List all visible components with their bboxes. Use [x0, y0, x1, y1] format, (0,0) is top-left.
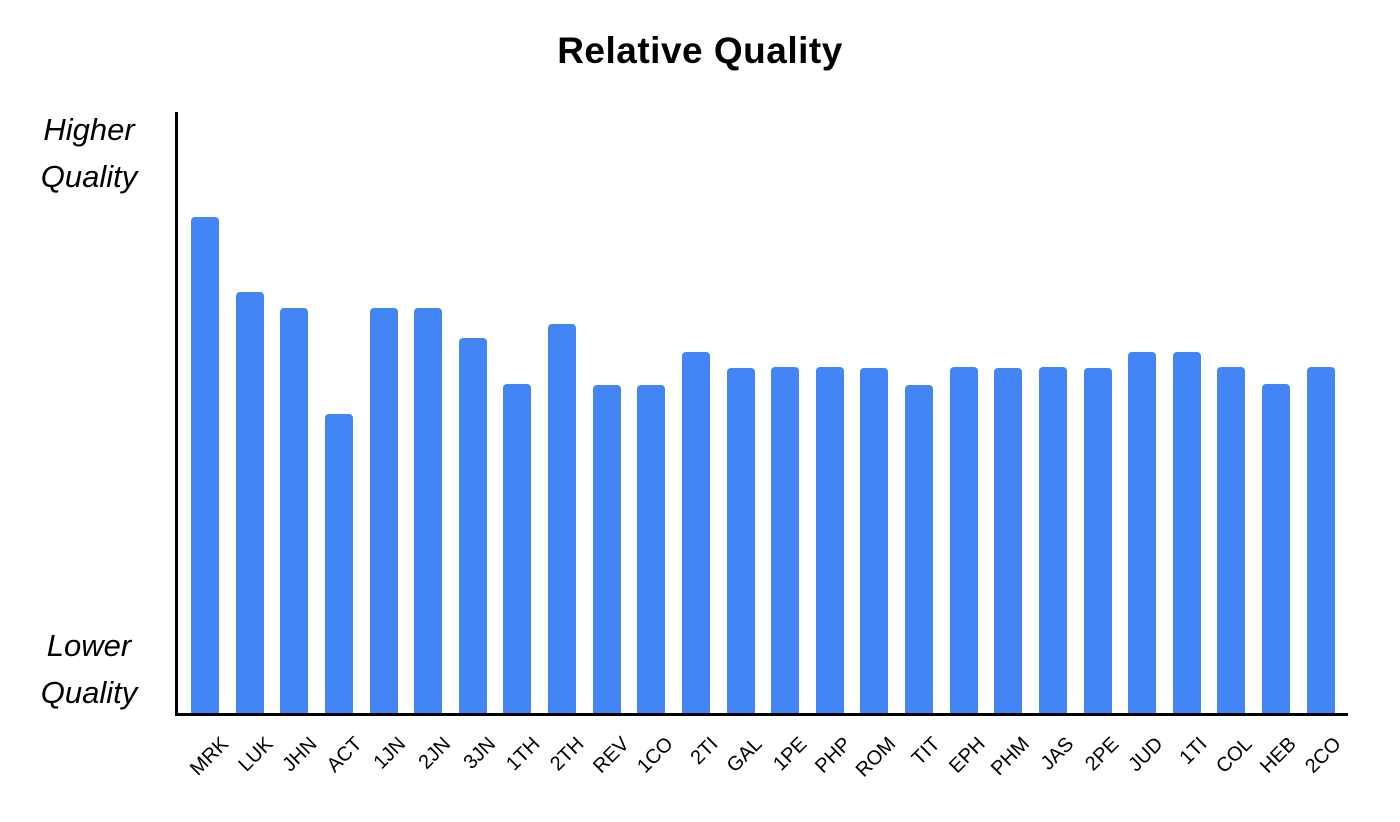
- x-tick-cell-php: PHP: [811, 719, 856, 819]
- x-tick-label-2co: 2CO: [1300, 733, 1346, 778]
- x-tick-cell-jud: JUD: [1124, 719, 1167, 819]
- x-tick-cell-tit: TIT: [903, 719, 945, 819]
- x-tick-label-rev: REV: [588, 733, 634, 778]
- bar-2jn: [414, 307, 443, 713]
- bar-jas: [1038, 366, 1067, 713]
- bar-heb: [1262, 383, 1290, 713]
- x-tick-label-gal: GAL: [722, 733, 767, 777]
- x-tick-label-2ti: 2TI: [686, 733, 723, 769]
- x-tick-cell-eph: EPH: [945, 719, 990, 819]
- bar-luk: [235, 292, 264, 713]
- bar-rom: [860, 368, 889, 713]
- x-tick-cell-1th: 1TH: [502, 719, 544, 819]
- x-tick-label-col: COL: [1211, 733, 1257, 778]
- x-tick-cell-2ti: 2TI: [681, 719, 722, 819]
- bar-tit: [905, 384, 933, 713]
- y-axis-higher-quality-label: Higher Quality: [10, 106, 168, 200]
- x-tick-cell-mrk: MRK: [186, 719, 233, 819]
- x-tick-cell-jas: JAS: [1037, 719, 1078, 819]
- x-tick-cell-1jn: 1JN: [369, 719, 411, 819]
- x-tick-label-jud: JUD: [1124, 733, 1168, 777]
- x-tick-cell-heb: HEB: [1256, 719, 1301, 819]
- bar-1pe: [771, 366, 800, 713]
- x-tick-label-tit: TIT: [908, 733, 945, 770]
- x-tick-cell-1pe: 1PE: [769, 719, 811, 819]
- x-tick-label-3jn: 3JN: [458, 733, 500, 774]
- bar-2th: [548, 324, 576, 713]
- bar-2ti: [681, 351, 710, 713]
- x-tick-cell-2pe: 2PE: [1081, 719, 1123, 819]
- x-tick-label-2pe: 2PE: [1080, 733, 1123, 776]
- x-tick-cell-act: ACT: [322, 719, 366, 819]
- bar-phm: [994, 368, 1023, 713]
- x-tick-label-1th: 1TH: [501, 733, 545, 776]
- y-axis-higher-label-line1: Higher: [43, 112, 135, 147]
- bars: [178, 112, 1348, 713]
- bar-2co: [1306, 366, 1335, 713]
- x-tick-cell-1co: 1CO: [633, 719, 678, 819]
- bar-3jn: [458, 337, 487, 713]
- y-axis-lower-label-line1: Lower: [46, 628, 132, 663]
- x-tick-cell-luk: LUK: [234, 719, 277, 819]
- plot-area: [175, 112, 1348, 716]
- bar-eph: [949, 366, 978, 713]
- bar-rev: [592, 384, 621, 713]
- x-tick-label-heb: HEB: [1256, 733, 1301, 778]
- x-tick-label-jas: JAS: [1036, 733, 1079, 775]
- bar-act: [324, 413, 353, 713]
- x-tick-cell-2th: 2TH: [546, 719, 588, 819]
- x-tick-label-eph: EPH: [944, 733, 990, 778]
- x-tick-cell-gal: GAL: [723, 719, 767, 819]
- x-tick-cell-2co: 2CO: [1301, 719, 1346, 819]
- x-tick-label-phm: PHM: [986, 733, 1034, 780]
- x-tick-label-rom: ROM: [851, 733, 901, 782]
- bar-2pe: [1083, 368, 1112, 713]
- chart-title: Relative Quality: [557, 30, 843, 71]
- x-tick-label-1pe: 1PE: [768, 733, 812, 776]
- x-tick-cell-2jn: 2JN: [414, 719, 455, 819]
- bar-mrk: [191, 216, 219, 713]
- x-tick-cell-col: COL: [1212, 719, 1257, 819]
- x-tick-cell-rom: ROM: [852, 719, 901, 819]
- bar-1th: [503, 383, 532, 713]
- x-tick-label-act: ACT: [322, 733, 367, 777]
- bar-jhn: [280, 307, 309, 713]
- x-tick-label-2jn: 2JN: [414, 733, 456, 774]
- x-tick-cell-phm: PHM: [987, 719, 1034, 819]
- x-tick-cell-rev: REV: [589, 719, 634, 819]
- x-tick-label-php: PHP: [811, 733, 856, 778]
- bar-jud: [1128, 351, 1157, 713]
- x-tick-cell-3jn: 3JN: [458, 719, 500, 819]
- y-axis-lower-quality-label: Lower Quality: [10, 622, 168, 716]
- x-tick-cell-1ti: 1TI: [1170, 719, 1212, 819]
- x-tick-label-1co: 1CO: [633, 733, 678, 778]
- bar-php: [815, 366, 844, 713]
- y-axis-lower-label-line2: Quality: [40, 675, 138, 710]
- bar-1jn: [369, 307, 398, 713]
- bar-col: [1217, 366, 1246, 713]
- bar-1ti: [1172, 351, 1201, 713]
- bar-1co: [637, 384, 666, 713]
- x-tick-label-jhn: JHN: [278, 733, 322, 777]
- x-tick-label-1ti: 1TI: [1175, 733, 1212, 769]
- x-tick-label-luk: LUK: [234, 733, 278, 777]
- x-axis-labels: MRK LUK JHN ACT 1JN 2JN 3JN 1TH 2TH REV 1CO 2TI GAL 1…: [178, 719, 1346, 819]
- bar-gal: [726, 368, 755, 713]
- x-tick-label-mrk: MRK: [185, 733, 233, 780]
- y-axis-higher-label-line2: Quality: [40, 159, 138, 194]
- x-tick-label-2th: 2TH: [546, 733, 589, 776]
- x-tick-label-1jn: 1JN: [369, 733, 411, 774]
- x-tick-cell-jhn: JHN: [279, 719, 322, 819]
